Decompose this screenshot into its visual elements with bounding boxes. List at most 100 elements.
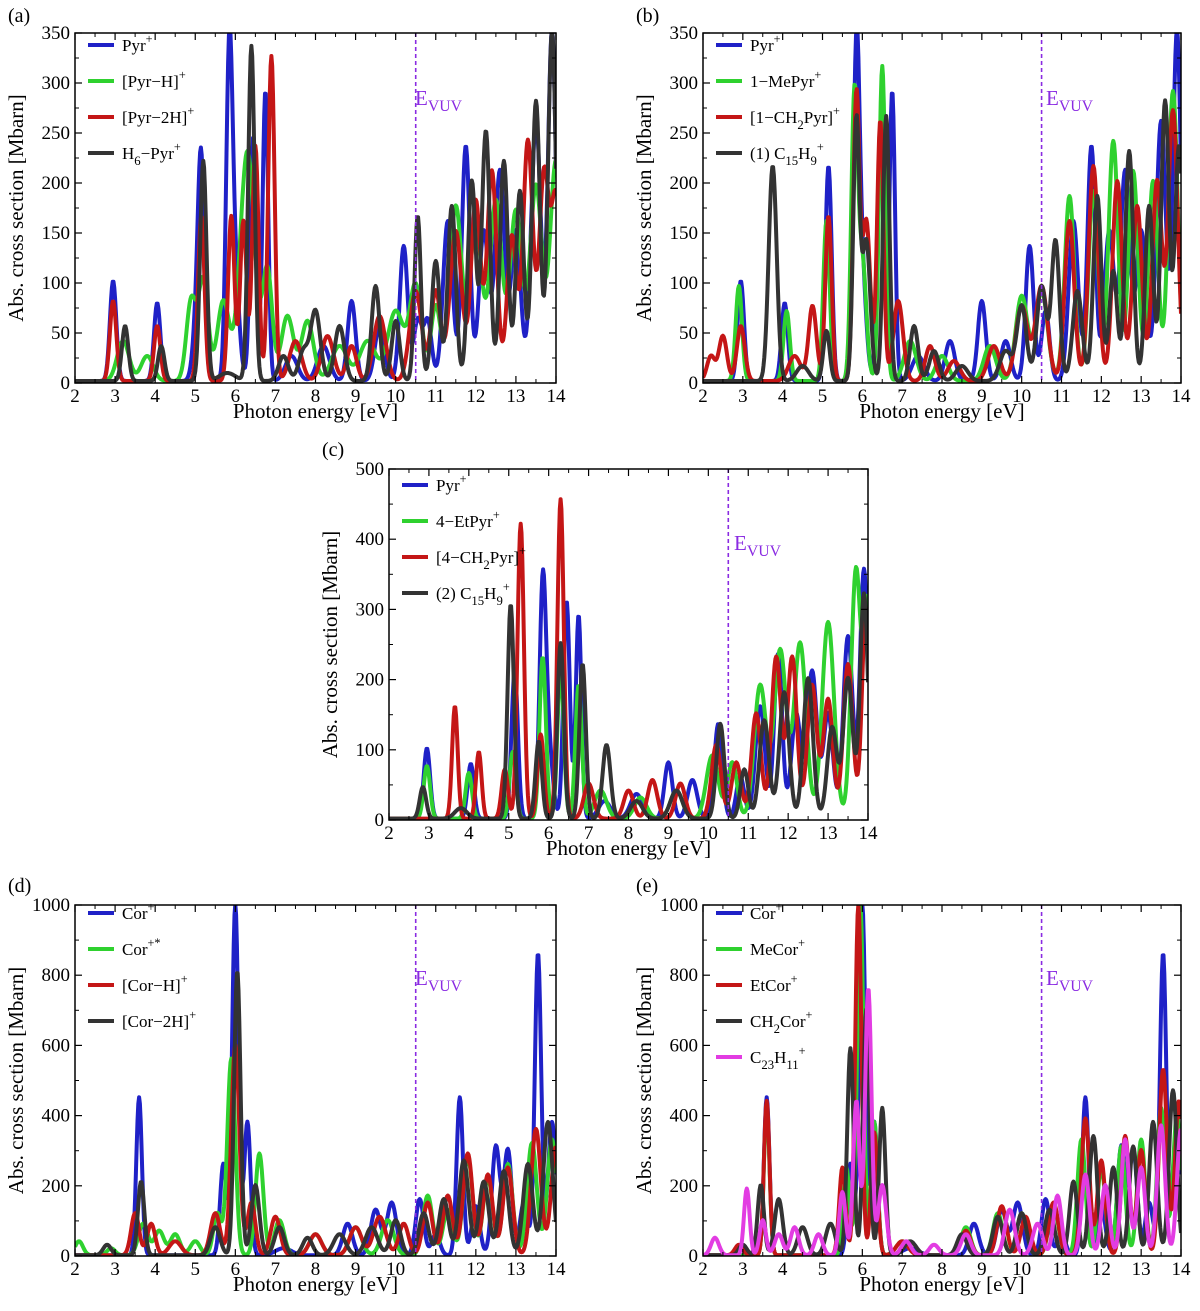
legend: Pyr+ 1−MePyr+ [1−CH2Pyr]+ (1) C15H9+ (716, 32, 840, 168)
y-axis-label: Abs. cross section [Mbarn] (4, 967, 28, 1194)
evuv-label: EVUV (415, 86, 463, 115)
y-tick-label: 100 (42, 273, 71, 294)
x-tick-label: 9 (977, 1259, 987, 1280)
legend: Pyr+ 4−EtPyr+ [4−CH2Pyr]+ (2) C15H9+ (402, 472, 526, 608)
x-tick-label: 3 (424, 823, 434, 844)
y-axis-label: Abs. cross section [Mbarn] (632, 94, 656, 321)
panel-b: (b) EVUV 2 3 4 5 6 7 8 9 10 11 12 13 14 0 50 100 150 200 250… (632, 5, 1191, 423)
x-tick-label: 12 (466, 1259, 485, 1280)
legend-entry: Pyr+ (750, 32, 781, 55)
y-tick-label: 600 (42, 1035, 71, 1056)
legend-entry: (1) C15H9+ (750, 140, 824, 168)
legend-entry: [Pyr−H]+ (122, 68, 186, 91)
legend: Pyr+ [Pyr−H]+ [Pyr−2H]+ H6−Pyr+ (88, 32, 194, 168)
legend-entry: [Cor−H]+ (122, 972, 188, 995)
y-tick-label: 300 (670, 73, 699, 94)
y-tick-label: 500 (356, 459, 385, 480)
x-tick-label: 13 (1132, 386, 1151, 407)
x-tick-label: 3 (110, 386, 120, 407)
x-tick-label: 11 (1052, 1259, 1070, 1280)
x-tick-label: 14 (1172, 1259, 1192, 1280)
x-tick-label: 2 (698, 386, 708, 407)
y-tick-label: 100 (356, 740, 385, 761)
x-tick-label: 7 (271, 1259, 281, 1280)
x-tick-label: 2 (70, 1259, 80, 1280)
y-tick-label: 400 (356, 529, 385, 550)
series-line (703, 98, 1181, 383)
x-tick-label: 5 (504, 823, 514, 844)
x-tick-label: 14 (547, 1259, 567, 1280)
panel-a: (a) EVUV 2 3 4 5 6 7 8 9 10 11 12 13 14 0 50 100 150 200 250… (4, 5, 566, 423)
y-tick-label: 200 (356, 670, 385, 691)
x-tick-label: 8 (311, 386, 321, 407)
legend-entry: [Pyr−2H]+ (122, 104, 194, 127)
x-tick-label: 14 (1172, 386, 1192, 407)
x-tick-label: 11 (427, 386, 445, 407)
x-tick-label: 14 (547, 386, 567, 407)
panel-label: (d) (8, 875, 31, 897)
panel-d: (d) EVUV 2 3 4 5 6 7 8 9 10 11 12 13 14 0 200 400 600 800 10… (4, 875, 566, 1296)
x-tick-label: 13 (506, 386, 525, 407)
y-tick-label: 400 (670, 1106, 699, 1127)
x-tick-label: 12 (1092, 386, 1111, 407)
y-tick-label: 800 (670, 965, 699, 986)
x-axis-label: Photon energy [eV] (233, 399, 398, 423)
y-tick-label: 0 (689, 373, 699, 394)
x-tick-label: 11 (427, 1259, 445, 1280)
y-tick-label: 50 (51, 323, 70, 344)
x-tick-label: 6 (544, 823, 554, 844)
y-tick-label: 800 (42, 965, 71, 986)
x-tick-label: 14 (859, 823, 879, 844)
x-tick-label: 9 (351, 386, 361, 407)
evuv-label: EVUV (734, 531, 782, 560)
x-tick-label: 10 (699, 823, 718, 844)
legend-entry: C23H11+ (750, 1044, 806, 1072)
panel-c: (c) EVUV 2 3 4 5 6 7 8 9 10 11 12 13 14 0 100 200 300 400 50… (318, 439, 878, 860)
series-line (75, 54, 556, 383)
x-tick-label: 3 (738, 386, 748, 407)
x-tick-label: 13 (506, 1259, 525, 1280)
x-tick-label: 8 (624, 823, 634, 844)
y-tick-label: 250 (670, 123, 699, 144)
legend-entry: 4−EtPyr+ (436, 508, 500, 531)
y-axis-label: Abs. cross section [Mbarn] (4, 94, 28, 321)
evuv-label: EVUV (1046, 966, 1094, 995)
x-tick-label: 5 (191, 1259, 201, 1280)
plot-area (75, 33, 556, 383)
x-tick-label: 2 (70, 386, 80, 407)
y-tick-label: 0 (61, 1246, 71, 1267)
x-axis-label: Photon energy [eV] (859, 1272, 1024, 1296)
x-tick-label: 6 (858, 1259, 868, 1280)
panel-label: (a) (8, 5, 30, 27)
x-tick-label: 7 (584, 823, 594, 844)
y-tick-label: 0 (375, 810, 385, 831)
x-tick-label: 12 (1092, 1259, 1111, 1280)
y-tick-label: 1000 (660, 895, 698, 916)
x-tick-label: 8 (937, 386, 947, 407)
y-tick-label: 200 (42, 173, 71, 194)
x-tick-label: 6 (231, 386, 241, 407)
y-tick-label: 1000 (32, 895, 70, 916)
y-tick-label: 300 (42, 73, 71, 94)
x-tick-label: 10 (386, 386, 405, 407)
legend-entry: 1−MePyr+ (750, 68, 821, 91)
x-tick-label: 4 (464, 823, 474, 844)
x-tick-label: 5 (191, 386, 201, 407)
legend-entry: MeCor+ (750, 936, 805, 959)
panel-label: (e) (636, 875, 658, 897)
x-tick-label: 12 (779, 823, 798, 844)
x-tick-label: 11 (739, 823, 757, 844)
legend-entry: Cor+ (122, 900, 155, 923)
x-tick-label: 4 (778, 1259, 788, 1280)
y-axis-label: Abs. cross section [Mbarn] (318, 531, 342, 758)
y-tick-label: 200 (670, 1176, 699, 1197)
y-axis-label: Abs. cross section [Mbarn] (632, 967, 656, 1194)
x-tick-label: 4 (150, 1259, 160, 1280)
y-tick-label: 200 (42, 1176, 71, 1197)
y-tick-label: 150 (42, 223, 71, 244)
y-tick-label: 100 (670, 273, 699, 294)
y-tick-label: 150 (670, 223, 699, 244)
y-tick-label: 300 (356, 599, 385, 620)
x-tick-label: 6 (858, 386, 868, 407)
